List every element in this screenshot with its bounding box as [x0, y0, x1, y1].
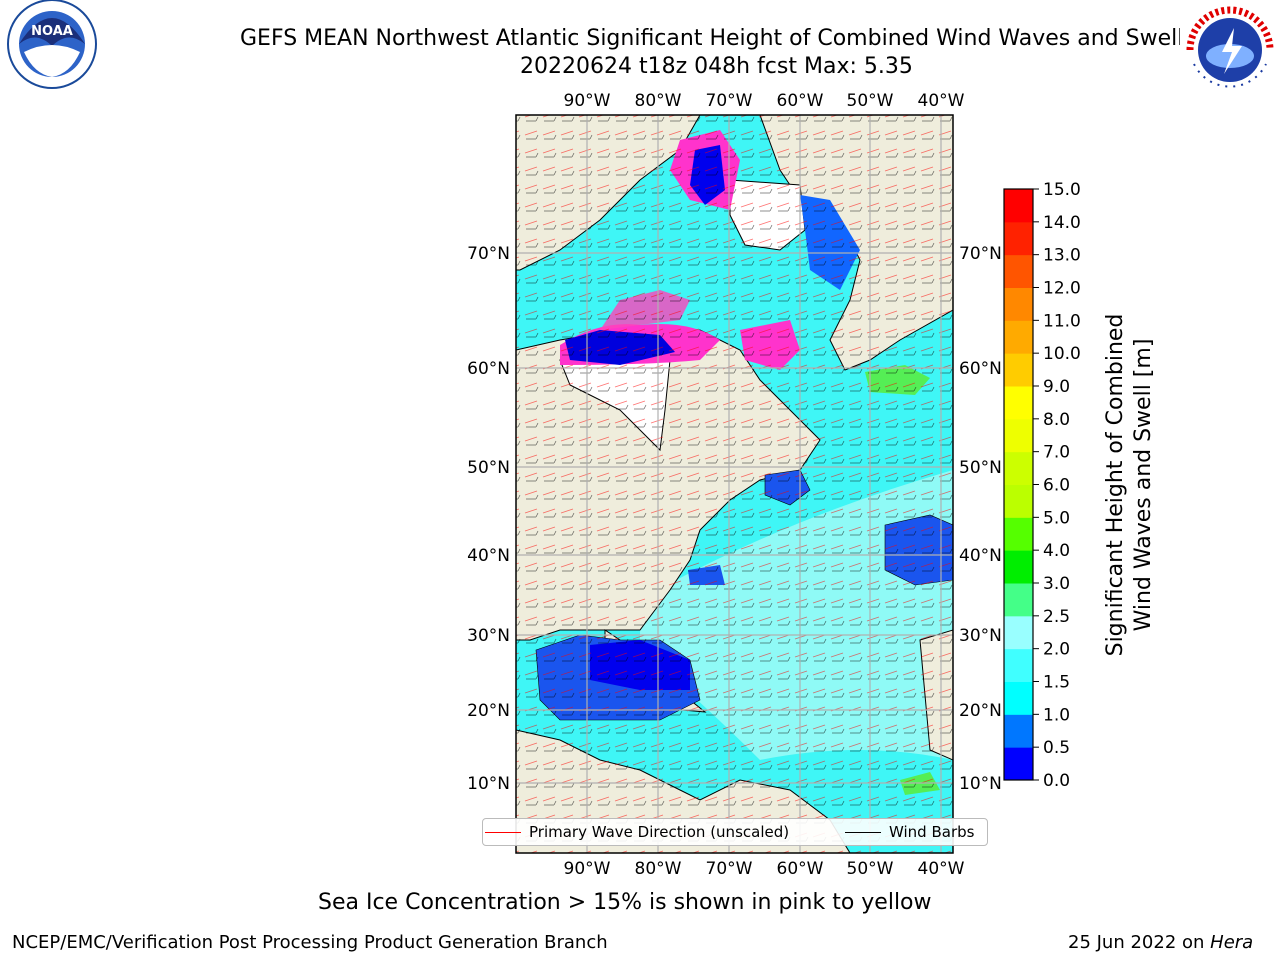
colorbar-tick-label: 15.0 [1043, 180, 1081, 200]
colorbar-segment [1004, 418, 1033, 453]
black-line-icon [845, 832, 881, 833]
map-frame [515, 114, 954, 854]
colorbar-segment [1004, 287, 1033, 321]
colorbar-frame [1003, 188, 1034, 781]
colorbar-tick-label: 8.0 [1043, 410, 1070, 430]
colorbar-segment [1004, 386, 1033, 420]
lon-label: 40°W [918, 859, 965, 879]
colorbar-tick-label: 10.0 [1043, 344, 1081, 364]
legend-item-wind-barbs: Wind Barbs [845, 823, 974, 841]
credit-host: Hera [1210, 932, 1254, 953]
lon-label: 50°W [847, 859, 894, 879]
lon-label: 90°W [564, 91, 611, 111]
colorbar-tick-label: 2.5 [1043, 607, 1070, 627]
colorbar-label-line2: Wind Waves and Swell [m] [1131, 339, 1156, 632]
nws-logo [1184, 4, 1276, 96]
lon-label: 50°W [847, 91, 894, 111]
chart-subtitle: 20220624 t18z 048h fcst Max: 5.35 [520, 54, 913, 79]
colorbar-tick-label: 1.5 [1043, 673, 1070, 693]
lat-labels-left: 70°N 60°N 50°N 40°N 30°N 20°N 10°N [467, 244, 510, 794]
lon-label: 80°W [635, 859, 682, 879]
noaa-logo: NOAA [7, 0, 97, 89]
map-legend: Primary Wave Direction (unscaled) Wind B… [482, 818, 988, 846]
colorbar-segment [1004, 353, 1033, 387]
credit-left: NCEP/EMC/Verification Post Processing Pr… [12, 932, 608, 953]
colorbar-segment [1004, 615, 1033, 650]
wind-barbs-layer [516, 115, 953, 853]
colorbar [1004, 189, 1033, 781]
colorbar-tick-label: 3.0 [1043, 574, 1070, 594]
colorbar-tick-label: 0.5 [1043, 738, 1070, 758]
colorbar-segment [1004, 681, 1033, 715]
colorbar-label-line1: Significant Height of Combined [1103, 314, 1128, 657]
colorbar-ticks: 0.0 0.5 1.0 1.5 2.0 2.5 3.0 4.0 5.0 6.0 7.0 8.0 9.0 1… [1033, 180, 1081, 791]
chart-title: GEFS MEAN Northwest Atlantic Significant… [240, 26, 1180, 51]
lon-label: 60°W [777, 859, 824, 879]
lat-label: 40°N [959, 546, 1002, 566]
lat-label: 10°N [467, 774, 510, 794]
lon-labels-bottom: 90°W 80°W 70°W 60°W 50°W 40°W [564, 859, 965, 879]
colorbar-segment [1004, 517, 1033, 551]
lon-label: 70°W [706, 859, 753, 879]
lat-label: 60°N [959, 359, 1002, 379]
legend-label: Primary Wave Direction (unscaled) [529, 823, 790, 841]
svg-text:NOAA: NOAA [31, 24, 73, 39]
lat-label: 20°N [467, 701, 510, 721]
colorbar-tick-label: 13.0 [1043, 246, 1081, 266]
credit-date: 25 Jun 2022 on [1068, 932, 1211, 953]
colorbar-segment [1004, 648, 1033, 682]
footnote: Sea Ice Concentration > 15% is shown in … [318, 890, 932, 915]
red-line-icon [485, 832, 521, 833]
colorbar-tick-label: 5.0 [1043, 508, 1070, 528]
colorbar-segment [1004, 747, 1033, 781]
colorbar-tick-label: 9.0 [1043, 377, 1070, 397]
credit-right: 25 Jun 2022 on Hera [1068, 932, 1253, 953]
lon-label: 90°W [564, 859, 611, 879]
lon-label: 80°W [635, 91, 682, 111]
colorbar-segment [1004, 451, 1033, 485]
lon-label: 70°W [706, 91, 753, 111]
colorbar-segment [1004, 320, 1033, 354]
colorbar-tick-label: 6.0 [1043, 476, 1070, 496]
colorbar-tick-label: 2.0 [1043, 640, 1070, 660]
legend-item-wave-direction: Primary Wave Direction (unscaled) [485, 823, 789, 841]
lat-label: 60°N [467, 359, 510, 379]
colorbar-tick-label: 14.0 [1043, 213, 1081, 233]
colorbar-tick-label: 1.0 [1043, 705, 1070, 725]
colorbar-segment [1004, 484, 1033, 518]
lon-label: 60°W [777, 91, 824, 111]
lat-label: 10°N [959, 774, 1002, 794]
lat-label: 30°N [467, 626, 510, 646]
colorbar-segment [1004, 583, 1033, 617]
lat-label: 70°N [959, 244, 1002, 264]
colorbar-tick-label: 12.0 [1043, 279, 1081, 299]
colorbar-segment [1004, 221, 1033, 256]
colorbar-tick-label: 0.0 [1043, 771, 1070, 791]
lat-label: 40°N [467, 546, 510, 566]
colorbar-tick-label: 4.0 [1043, 541, 1070, 561]
lon-label: 40°W [918, 91, 965, 111]
colorbar-segment [1004, 189, 1033, 223]
colorbar-segment [1004, 550, 1033, 584]
colorbar-segment [1004, 254, 1033, 288]
lat-label: 70°N [467, 244, 510, 264]
lat-label: 50°N [467, 458, 510, 478]
legend-label: Wind Barbs [889, 823, 975, 841]
lat-label: 50°N [959, 458, 1002, 478]
colorbar-tick-label: 11.0 [1043, 311, 1081, 331]
lon-labels-top: 90°W 80°W 70°W 60°W 50°W 40°W [564, 91, 965, 111]
colorbar-segment [1004, 714, 1033, 748]
map-area [516, 115, 953, 853]
lat-label: 30°N [959, 626, 1002, 646]
lat-labels-right: 70°N 60°N 50°N 40°N 30°N 20°N 10°N [959, 244, 1002, 794]
graticule [516, 115, 953, 853]
lat-label: 20°N [959, 701, 1002, 721]
colorbar-tick-label: 7.0 [1043, 443, 1070, 463]
